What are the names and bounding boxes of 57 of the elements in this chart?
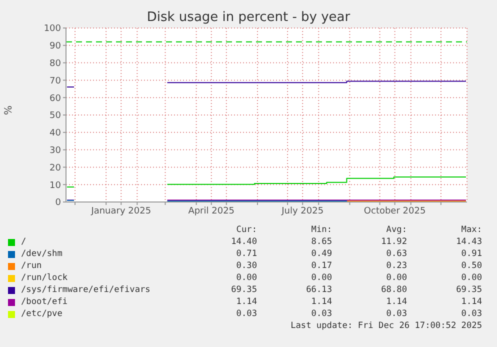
legend-label: /etc/pve [21,308,62,320]
text: 0.00 [460,272,482,284]
x-tick-label: October 2025 [364,206,426,216]
text: 0.30 [235,260,257,272]
text: 0.00 [310,272,332,284]
text: 0.63 [385,248,407,260]
y-tick-label: 20 [50,163,62,174]
text: 0.50 [460,260,482,272]
text: 0.03 [310,308,332,320]
text: 0.23 [385,260,407,272]
text: 68.80 [380,284,407,296]
legend-label: /run/lock [21,272,68,284]
y-tick-label: 30 [50,146,62,156]
y-tick-label: 60 [50,94,62,104]
text: 14.40 [230,236,257,248]
text: 11.92 [380,236,407,248]
y-tick-label: 0 [55,198,62,208]
text: 0.03 [385,308,407,320]
text: 0.03 [235,308,257,320]
legend-label: /run [21,260,42,272]
text: 1.14 [385,296,407,308]
text: Last update: Fri Dec 26 17:00:52 2025 [290,320,482,332]
text: 0.91 [460,248,482,260]
x-tick-label: April 2025 [188,206,235,216]
text: Avg: [385,224,407,236]
text: 1.14 [460,296,482,308]
x-tick-label: January 2025 [90,206,152,216]
text: 0.49 [310,248,332,260]
text: 0.17 [310,260,332,272]
text: 0.00 [235,272,257,284]
y-tick-label: 100 [44,24,62,34]
y-tick-label: 80 [50,58,62,69]
legend-label: / [21,236,26,248]
y-tick-label: 10 [50,180,62,191]
text: 0.03 [460,308,482,320]
text: Cur: [235,224,257,236]
legend-label: /dev/shm [21,248,62,260]
y-tick-label: 90 [50,42,62,52]
text: 8.65 [310,236,332,248]
text: 14.43 [455,236,482,248]
y-tick-label: 40 [50,128,62,139]
legend-label: /sys/firmware/efi/efivars [21,284,150,296]
text: Min: [310,224,332,236]
text: 66.13 [305,284,332,296]
text: 1.14 [235,296,257,308]
text: 69.35 [455,284,482,296]
y-axis-title: % [4,105,15,115]
y-tick-label: 50 [50,111,62,122]
text: 1.14 [310,296,332,308]
chart-title: Disk usage in percent - by year [146,10,352,25]
text: 0.00 [385,272,407,284]
legend-label: /boot/efi [21,296,68,308]
text: Max: [460,224,482,236]
text: 69.35 [230,284,257,296]
text: 0.71 [235,248,257,260]
x-tick-label: July 2025 [280,206,324,216]
y-tick-label: 70 [50,76,62,86]
